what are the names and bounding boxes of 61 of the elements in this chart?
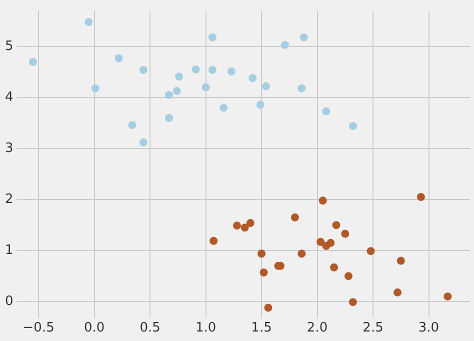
point [220,104,228,112]
x-tick-label: 2.5 [362,320,384,336]
x-tick-label: 1.5 [251,320,272,336]
point [280,40,289,49]
point [165,114,173,122]
y-tick-label: 2 [4,192,14,207]
x-tick-label: 1.0 [195,320,216,336]
point [332,221,340,230]
point [260,268,268,277]
point [444,292,452,300]
point [208,33,216,42]
y-tick-label: 1 [4,242,14,258]
point [114,54,123,62]
point [227,68,236,76]
x-tick-label: 2.0 [306,320,328,336]
point [258,250,266,258]
point [202,83,210,92]
x-tick-label: 0.0 [84,320,105,336]
point [300,33,308,42]
point [290,213,299,222]
point [264,304,272,312]
point [330,263,338,272]
point [341,230,350,238]
x-tick-label: 0.5 [140,320,160,336]
point [192,65,200,74]
point [262,82,270,90]
point [240,224,249,232]
point [233,222,242,230]
point [348,122,357,130]
point [28,58,37,66]
point [172,86,181,95]
point [396,256,405,265]
point [318,196,327,205]
point [91,84,100,92]
point [248,74,257,82]
y-tick-label: 5 [4,38,14,54]
point [128,121,136,130]
point [316,238,325,246]
point [326,238,335,247]
point [246,219,254,228]
x-tick-label: 3.0 [418,320,440,336]
point [298,250,306,258]
point [210,236,218,245]
point [139,138,148,146]
point [256,100,264,109]
x-tick-label: −0.5 [22,320,54,336]
point [165,90,173,99]
point [175,72,184,81]
point [348,298,357,306]
point [298,84,306,92]
point [366,247,375,256]
point [344,272,352,280]
point [208,66,216,74]
point [84,18,93,26]
point [416,193,425,202]
point [322,107,330,116]
y-tick-label: 3 [4,140,14,156]
y-tick-label: 4 [4,90,14,105]
point [394,288,402,296]
point [139,66,148,74]
y-tick-label: 0 [4,294,14,309]
